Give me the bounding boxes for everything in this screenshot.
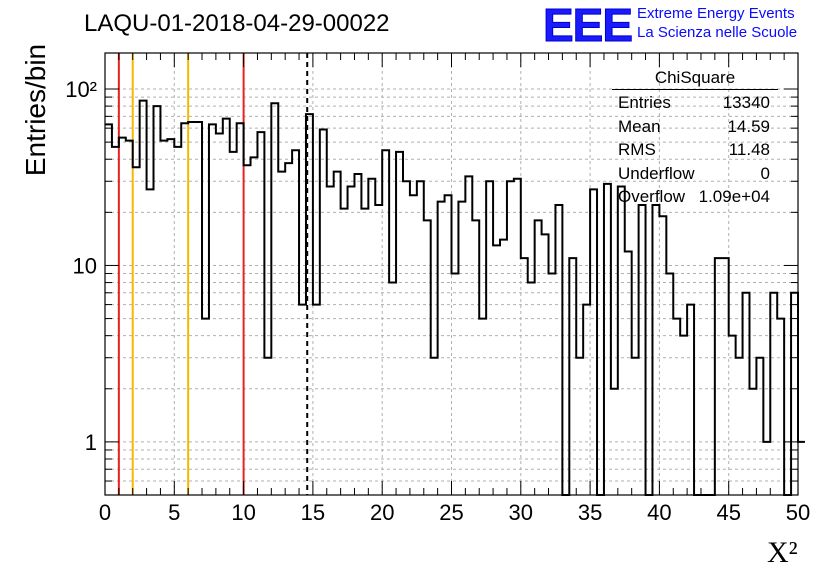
x-tick-label: 45 — [716, 500, 740, 525]
logo-line-2: La Scienza nelle Scuole — [637, 24, 798, 41]
stats-name: ChiSquare — [612, 68, 778, 90]
stats-row-mean: Mean 14.59 — [612, 117, 778, 141]
x-tick-label: 50 — [786, 500, 810, 525]
x-tick-label: 40 — [647, 500, 671, 525]
x-tick-label: 25 — [439, 500, 463, 525]
stats-row-overflow: Overflow 1.09e+04 — [612, 187, 778, 211]
stats-key: Underflow — [618, 163, 695, 183]
logo-line-1: Extreme Energy Events — [637, 5, 795, 22]
x-tick-label: 35 — [578, 500, 602, 525]
stats-row-rms: RMS 11.48 — [612, 140, 778, 164]
stats-value: 11.48 — [728, 140, 770, 159]
y-axis-label: Entries/bin — [20, 43, 51, 177]
x-tick-label: 15 — [301, 500, 325, 525]
stats-box: ChiSquare Entries 13340 Mean 14.59 RMS 1… — [612, 68, 778, 211]
stats-value: 14.59 — [727, 116, 770, 136]
stats-value: 0 — [760, 163, 770, 183]
y-tick-label: 1 — [85, 430, 97, 455]
stats-value: 1.09e+04 — [698, 187, 770, 206]
chart-title: LAQU-01-2018-04-29-00022 — [84, 10, 390, 37]
stats-key: RMS — [618, 140, 656, 159]
x-tick-label: 20 — [370, 500, 394, 525]
x-tick-label: 10 — [231, 500, 255, 525]
stats-row-underflow: Underflow 0 — [612, 164, 778, 188]
stats-key: Entries — [618, 93, 671, 112]
x-tick-label: 0 — [99, 500, 111, 525]
histogram-series — [105, 99, 805, 496]
x-axis-label: X² — [767, 536, 798, 569]
x-tick-label: 30 — [509, 500, 533, 525]
y-tick-label: 10 — [73, 253, 97, 278]
eee-logo: EEE — [542, 0, 633, 51]
y-tick-label: 10² — [65, 77, 97, 102]
stats-key: Mean — [618, 116, 661, 136]
stats-key: Overflow — [618, 187, 686, 206]
x-tick-label: 5 — [168, 500, 180, 525]
stats-value: 13340 — [722, 93, 770, 112]
stats-row-entries: Entries 13340 — [612, 93, 778, 117]
